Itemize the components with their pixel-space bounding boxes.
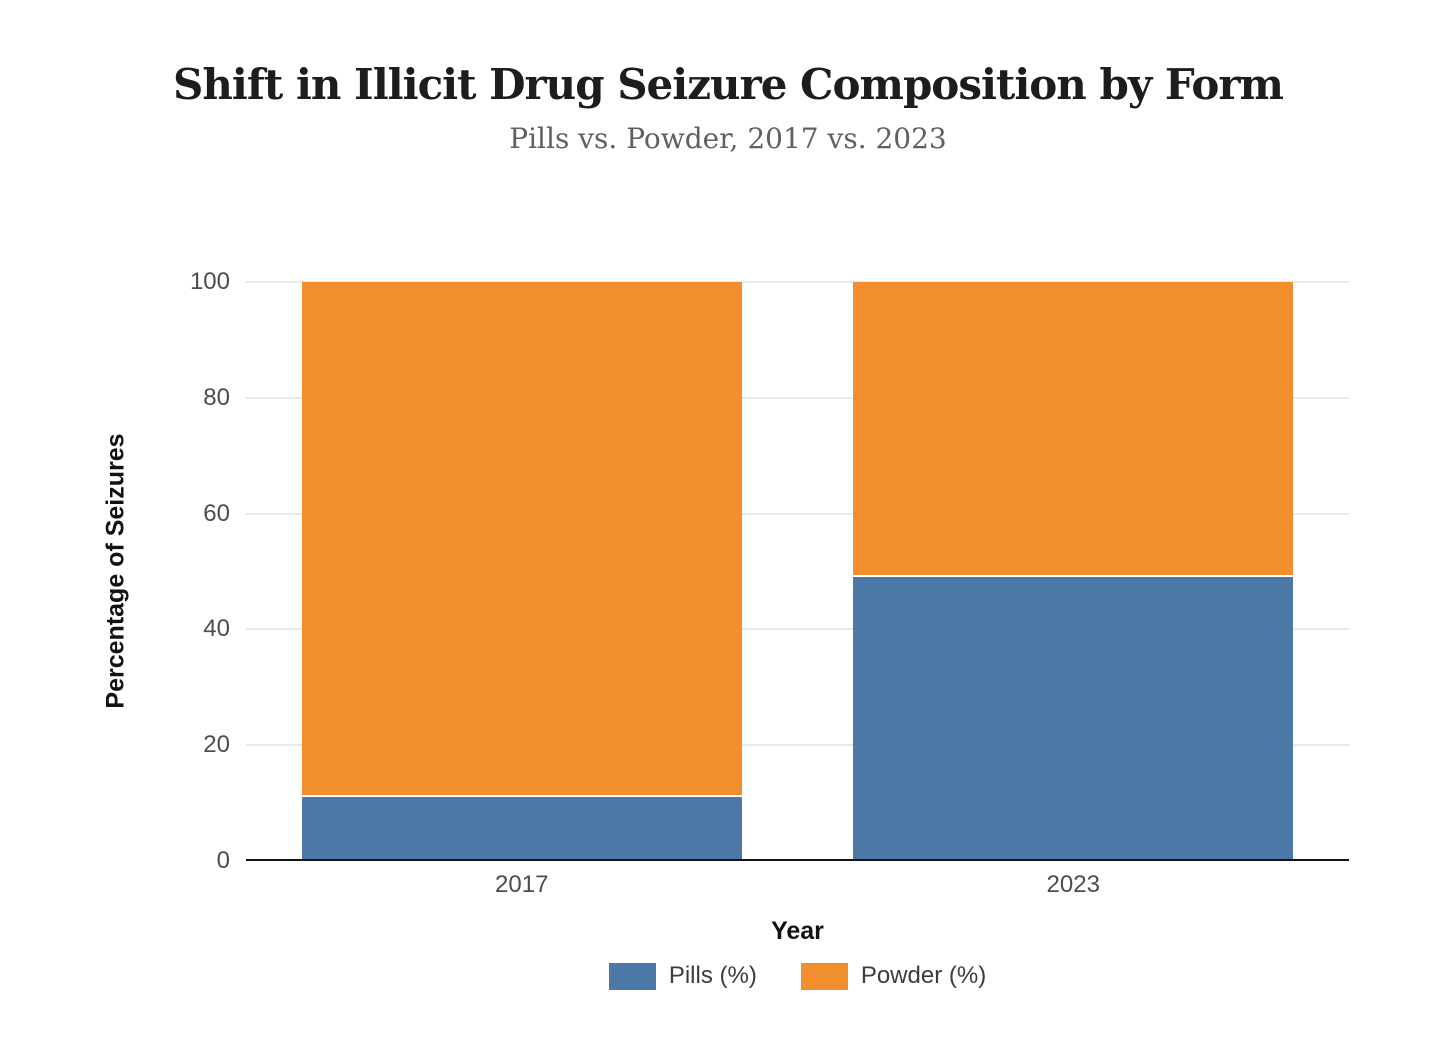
bar-segment-2023-pills bbox=[853, 577, 1294, 861]
chart-title: Shift in Illicit Drug Seizure Compositio… bbox=[173, 60, 1284, 109]
x-tick-label-2017: 2017 bbox=[495, 871, 549, 898]
legend-swatch-icon bbox=[608, 962, 656, 990]
legend-swatch-icon bbox=[800, 962, 848, 990]
y-tick-label-20: 20 bbox=[203, 731, 230, 759]
gridline-y-40 bbox=[246, 628, 1349, 631]
x-axis-title: Year bbox=[771, 917, 824, 945]
y-tick-label-60: 60 bbox=[203, 499, 230, 527]
plot-area bbox=[246, 281, 1349, 861]
y-axis-tick-labels: 0 20 40 60 80 100 bbox=[0, 270, 230, 873]
bar-segment-2023-powder bbox=[853, 282, 1294, 578]
legend-item-pills: Pills (%) bbox=[608, 962, 757, 990]
bar-segment-2017-pills bbox=[301, 797, 742, 861]
y-tick-label-0: 0 bbox=[216, 847, 230, 874]
bar-segment-2017-powder bbox=[301, 282, 742, 798]
legend-item-powder: Powder (%) bbox=[800, 962, 987, 990]
legend-label: Pills (%) bbox=[668, 962, 757, 989]
chart-subtitle: Pills vs. Powder, 2017 vs. 2023 bbox=[509, 122, 947, 155]
x-tick-label-2023: 2023 bbox=[1046, 871, 1100, 898]
y-tick-label-80: 80 bbox=[203, 383, 230, 411]
y-tick-label-100: 100 bbox=[189, 268, 230, 295]
y-tick-label-40: 40 bbox=[203, 615, 230, 643]
gridline-y-80 bbox=[246, 396, 1349, 399]
gridline-y-20 bbox=[246, 744, 1349, 747]
x-axis-line bbox=[246, 859, 1349, 861]
gridline-y-60 bbox=[246, 512, 1349, 515]
x-axis-tick-labels: 2017 2023 bbox=[246, 871, 1349, 901]
legend-label: Powder (%) bbox=[860, 962, 987, 989]
legend: Pills (%) Powder (%) bbox=[246, 962, 1349, 990]
gridline-y-100 bbox=[246, 281, 1349, 283]
